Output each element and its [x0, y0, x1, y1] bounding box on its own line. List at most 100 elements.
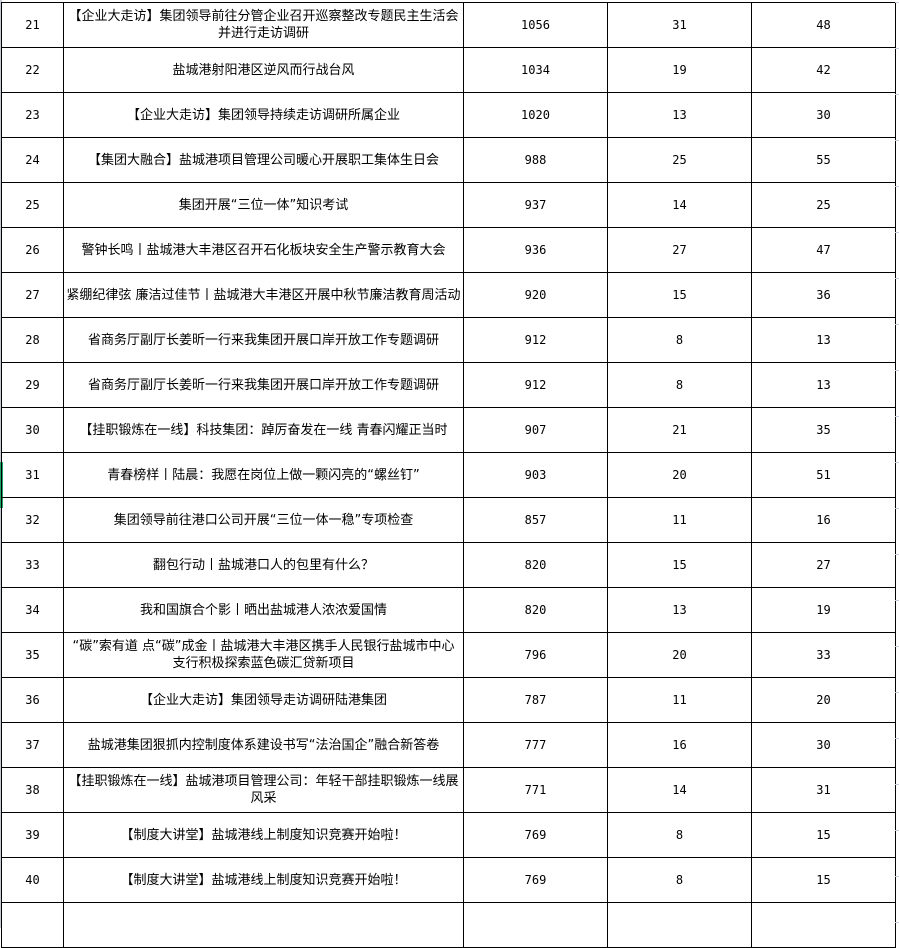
row-number-cell[interactable]: 37	[1, 722, 64, 768]
row-number-cell[interactable]: 32	[1, 497, 64, 543]
views-cell[interactable]: 920	[463, 272, 608, 318]
likes-cell[interactable]: 15	[607, 272, 752, 318]
row-number-cell[interactable]: 40	[1, 857, 64, 903]
views-cell[interactable]: 857	[463, 497, 608, 543]
empty-cell[interactable]	[607, 902, 752, 948]
shares-cell[interactable]: 16	[751, 497, 896, 543]
row-number-cell[interactable]: 39	[1, 812, 64, 858]
row-number-cell[interactable]: 26	[1, 227, 64, 273]
row-number-cell[interactable]: 23	[1, 92, 64, 138]
shares-cell[interactable]: 27	[751, 542, 896, 588]
empty-cell[interactable]	[751, 902, 896, 948]
views-cell[interactable]: 1034	[463, 47, 608, 93]
views-cell[interactable]: 988	[463, 137, 608, 183]
title-cell[interactable]: 青春榜样丨陆晨：我愿在岗位上做一颗闪亮的“螺丝钉”	[63, 452, 464, 498]
views-cell[interactable]: 777	[463, 722, 608, 768]
shares-cell[interactable]: 20	[751, 677, 896, 723]
row-number-cell[interactable]: 25	[1, 182, 64, 228]
empty-cell[interactable]	[463, 902, 608, 948]
likes-cell[interactable]: 27	[607, 227, 752, 273]
shares-cell[interactable]: 13	[751, 317, 896, 363]
title-cell[interactable]: 【集团大融合】盐城港项目管理公司暖心开展职工集体生日会	[63, 137, 464, 183]
shares-cell[interactable]: 36	[751, 272, 896, 318]
title-cell[interactable]: 【挂职锻炼在一线】科技集团：踔厉奋发在一线 青春闪耀正当时	[63, 407, 464, 453]
row-number-cell[interactable]: 27	[1, 272, 64, 318]
title-cell[interactable]: 紧绷纪律弦 廉洁过佳节丨盐城港大丰港区开展中秋节廉洁教育周活动	[63, 272, 464, 318]
title-cell[interactable]: 【企业大走访】集团领导持续走访调研所属企业	[63, 92, 464, 138]
row-number-cell[interactable]: 35	[1, 632, 64, 678]
views-cell[interactable]: 796	[463, 632, 608, 678]
views-cell[interactable]: 820	[463, 542, 608, 588]
shares-cell[interactable]: 55	[751, 137, 896, 183]
views-cell[interactable]: 903	[463, 452, 608, 498]
likes-cell[interactable]: 14	[607, 182, 752, 228]
row-number-cell[interactable]: 29	[1, 362, 64, 408]
views-cell[interactable]: 912	[463, 317, 608, 363]
likes-cell[interactable]: 20	[607, 632, 752, 678]
empty-cell[interactable]	[63, 902, 464, 948]
views-cell[interactable]: 907	[463, 407, 608, 453]
likes-cell[interactable]: 25	[607, 137, 752, 183]
shares-cell[interactable]: 48	[751, 2, 896, 48]
shares-cell[interactable]: 51	[751, 452, 896, 498]
likes-cell[interactable]: 31	[607, 2, 752, 48]
row-number-cell[interactable]: 33	[1, 542, 64, 588]
title-cell[interactable]: 盐城港集团狠抓内控制度体系建设书写“法治国企”融合新答卷	[63, 722, 464, 768]
row-number-cell[interactable]: 30	[1, 407, 64, 453]
shares-cell[interactable]: 30	[751, 92, 896, 138]
title-cell[interactable]: 【制度大讲堂】盐城港线上制度知识竞赛开始啦！	[63, 812, 464, 858]
shares-cell[interactable]: 31	[751, 767, 896, 813]
shares-cell[interactable]: 19	[751, 587, 896, 633]
title-cell[interactable]: 我和国旗合个影丨晒出盐城港人浓浓爱国情	[63, 587, 464, 633]
title-cell[interactable]: 省商务厅副厅长姜昕一行来我集团开展口岸开放工作专题调研	[63, 362, 464, 408]
title-cell[interactable]: 翻包行动丨盐城港口人的包里有什么？	[63, 542, 464, 588]
views-cell[interactable]: 820	[463, 587, 608, 633]
likes-cell[interactable]: 15	[607, 542, 752, 588]
shares-cell[interactable]: 33	[751, 632, 896, 678]
title-cell[interactable]: “碳”索有道 点“碳”成金丨盐城港大丰港区携手人民银行盐城市中心支行积极探索蓝色…	[63, 632, 464, 678]
views-cell[interactable]: 771	[463, 767, 608, 813]
row-number-cell[interactable]: 36	[1, 677, 64, 723]
shares-cell[interactable]: 13	[751, 362, 896, 408]
likes-cell[interactable]: 13	[607, 92, 752, 138]
likes-cell[interactable]: 11	[607, 677, 752, 723]
title-cell[interactable]: 省商务厅副厅长姜昕一行来我集团开展口岸开放工作专题调研	[63, 317, 464, 363]
views-cell[interactable]: 1020	[463, 92, 608, 138]
likes-cell[interactable]: 13	[607, 587, 752, 633]
views-cell[interactable]: 912	[463, 362, 608, 408]
shares-cell[interactable]: 30	[751, 722, 896, 768]
title-cell[interactable]: 集团领导前往港口公司开展“三位一体一稳”专项检查	[63, 497, 464, 543]
title-cell[interactable]: 集团开展“三位一体”知识考试	[63, 182, 464, 228]
title-cell[interactable]: 【企业大走访】集团领导走访调研陆港集团	[63, 677, 464, 723]
shares-cell[interactable]: 15	[751, 857, 896, 903]
views-cell[interactable]: 769	[463, 857, 608, 903]
views-cell[interactable]: 936	[463, 227, 608, 273]
row-number-cell[interactable]: 24	[1, 137, 64, 183]
likes-cell[interactable]: 11	[607, 497, 752, 543]
likes-cell[interactable]: 21	[607, 407, 752, 453]
title-cell[interactable]: 盐城港射阳港区逆风而行战台风	[63, 47, 464, 93]
row-number-cell[interactable]: 38	[1, 767, 64, 813]
shares-cell[interactable]: 25	[751, 182, 896, 228]
views-cell[interactable]: 769	[463, 812, 608, 858]
shares-cell[interactable]: 42	[751, 47, 896, 93]
shares-cell[interactable]: 15	[751, 812, 896, 858]
title-cell[interactable]: 【挂职锻炼在一线】盐城港项目管理公司：年轻干部挂职锻炼一线展风采	[63, 767, 464, 813]
title-cell[interactable]: 【制度大讲堂】盐城港线上制度知识竞赛开始啦！	[63, 857, 464, 903]
row-number-cell[interactable]: 31	[1, 452, 64, 498]
row-number-cell[interactable]: 21	[1, 2, 64, 48]
views-cell[interactable]: 787	[463, 677, 608, 723]
shares-cell[interactable]: 47	[751, 227, 896, 273]
likes-cell[interactable]: 8	[607, 857, 752, 903]
likes-cell[interactable]: 16	[607, 722, 752, 768]
title-cell[interactable]: 警钟长鸣丨盐城港大丰港区召开石化板块安全生产警示教育大会	[63, 227, 464, 273]
likes-cell[interactable]: 8	[607, 362, 752, 408]
views-cell[interactable]: 937	[463, 182, 608, 228]
likes-cell[interactable]: 19	[607, 47, 752, 93]
title-cell[interactable]: 【企业大走访】集团领导前往分管企业召开巡察整改专题民主生活会并进行走访调研	[63, 2, 464, 48]
empty-cell[interactable]	[1, 902, 64, 948]
likes-cell[interactable]: 20	[607, 452, 752, 498]
row-number-cell[interactable]: 34	[1, 587, 64, 633]
row-number-cell[interactable]: 22	[1, 47, 64, 93]
row-number-cell[interactable]: 28	[1, 317, 64, 363]
